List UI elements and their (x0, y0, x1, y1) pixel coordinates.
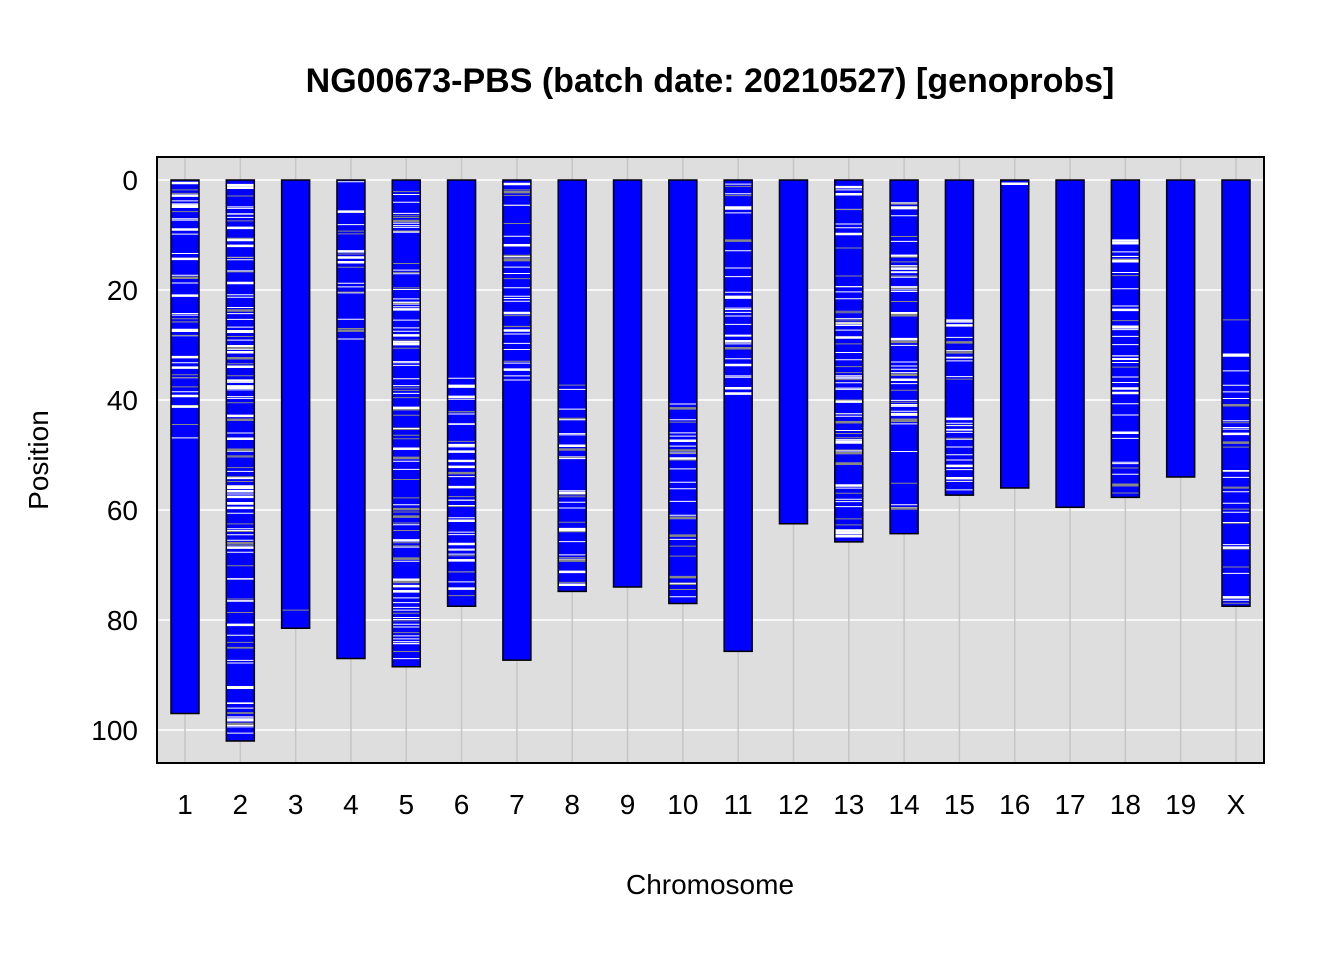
x-tick-label-11: 11 (724, 789, 753, 820)
chromosome-outline-7 (502, 179, 532, 661)
chromosome-bar-6 (447, 180, 476, 607)
chromosome-outline-6 (446, 179, 477, 607)
chromosome-16 (999, 179, 1030, 489)
chromosome-9 (612, 179, 643, 588)
chromosome-2 (225, 179, 256, 742)
chromosome-6 (446, 179, 477, 607)
chromosome-outline-9 (612, 179, 643, 588)
chromosome-outline-5 (391, 179, 422, 668)
chromosome-19 (1165, 179, 1196, 478)
x-tick-label-13: 13 (833, 789, 864, 820)
y-tick-label: 100 (91, 715, 138, 746)
chromosome-bar-3 (281, 180, 310, 629)
chromosome-7 (502, 179, 532, 661)
chromosome-bar-2 (226, 180, 255, 741)
chromosome-outline-18 (1110, 179, 1141, 499)
plot-panel (157, 157, 1264, 763)
chromosome-bar-16 (1000, 180, 1029, 488)
y-tick-label: 40 (107, 385, 138, 416)
chromosome-bar-19 (1166, 180, 1195, 477)
chromosome-outline-2 (225, 179, 256, 742)
x-tick-label-7: 7 (509, 789, 525, 820)
x-tick-label-5: 5 (398, 789, 414, 820)
y-tick-labels: 0 20 40 60 80 100 (91, 165, 138, 746)
x-tick-label-9: 9 (620, 789, 636, 820)
chromosome-outline-17 (1055, 179, 1085, 508)
chromosome-13 (834, 179, 864, 543)
x-tick-label-6: 6 (454, 789, 470, 820)
y-tick-label: 20 (107, 275, 138, 306)
chromosome-outline-11 (723, 179, 753, 653)
plot-frame (156, 156, 1265, 764)
chromosome-15 (944, 179, 975, 496)
x-tick-label-14: 14 (889, 789, 920, 820)
chromosome-3 (280, 179, 311, 629)
x-tick-label-12: 12 (778, 789, 809, 820)
chromosome-bar-12 (779, 180, 808, 524)
y-tick-label: 60 (107, 495, 138, 526)
chromosome-bar-7 (502, 180, 531, 661)
chromosome-outline-19 (1165, 179, 1196, 478)
chromosome-outline-8 (557, 179, 587, 593)
chromosome-5 (391, 179, 422, 668)
chromosome-bar-9 (613, 180, 642, 587)
chart-title: NG00673-PBS (batch date: 20210527) [geno… (306, 62, 1115, 100)
y-tick-label: 0 (122, 165, 138, 196)
x-tick-labels: 1 2 3 4 5 6 7 8 9 10 11 12 13 14 15 16 17 18 19 X (177, 789, 1245, 820)
chromosome-8 (557, 179, 587, 593)
chromosome-4 (336, 179, 366, 660)
chromosome-outline-15 (944, 179, 975, 496)
chromosome-outline-12 (778, 179, 809, 525)
x-tick-label-17: 17 (1054, 789, 1085, 820)
chromosome-bar-8 (558, 180, 587, 592)
x-tick-label-16: 16 (999, 789, 1030, 820)
chromosome-bar-14 (890, 180, 919, 534)
chromosome-outline-13 (834, 179, 864, 543)
x-tick-label-4: 4 (343, 789, 359, 820)
chromosome-bar-1 (171, 180, 199, 714)
chromosome-10 (668, 179, 698, 605)
x-tick-label-1: 1 (177, 789, 193, 820)
chromosome-outline-X (1221, 179, 1251, 607)
x-tick-label-19: 19 (1165, 789, 1196, 820)
x-tick-label-15: 15 (944, 789, 975, 820)
chromosome-bar-X (1222, 180, 1250, 607)
y-tick-label: 80 (107, 605, 138, 636)
chromosome-bar-13 (834, 180, 863, 542)
chromosome-bars (170, 179, 1251, 742)
chromosome-bar-5 (392, 180, 421, 667)
x-tick-label-2: 2 (233, 789, 249, 820)
chromosome-18 (1110, 179, 1141, 499)
chromosome-bar-10 (668, 180, 697, 604)
chromosome-bar-4 (336, 180, 365, 659)
x-tick-label-8: 8 (564, 789, 580, 820)
chromosome-outline-14 (889, 179, 919, 535)
chromosome-1 (170, 179, 200, 715)
chromosome-outline-1 (170, 179, 200, 715)
y-axis-title: Position (23, 410, 54, 510)
x-tick-label-10: 10 (667, 789, 698, 820)
chromosome-12 (778, 179, 809, 525)
chromosome-11 (723, 179, 753, 653)
x-tick-label-18: 18 (1110, 789, 1141, 820)
chromosome-outline-3 (280, 179, 311, 629)
chromosome-outline-16 (999, 179, 1030, 489)
x-axis-title: Chromosome (626, 869, 794, 900)
chromosome-bar-18 (1111, 180, 1140, 498)
chromosome-X (1221, 179, 1251, 607)
x-tick-label-3: 3 (288, 789, 304, 820)
chromosome-17 (1055, 179, 1085, 508)
chromosome-bar-11 (724, 180, 753, 652)
chromosome-outline-10 (668, 179, 698, 605)
chromosome-14 (889, 179, 919, 535)
x-tick-label-X: X (1227, 789, 1246, 820)
chromosome-bar-17 (1056, 180, 1085, 508)
chromosome-outline-4 (336, 179, 366, 660)
